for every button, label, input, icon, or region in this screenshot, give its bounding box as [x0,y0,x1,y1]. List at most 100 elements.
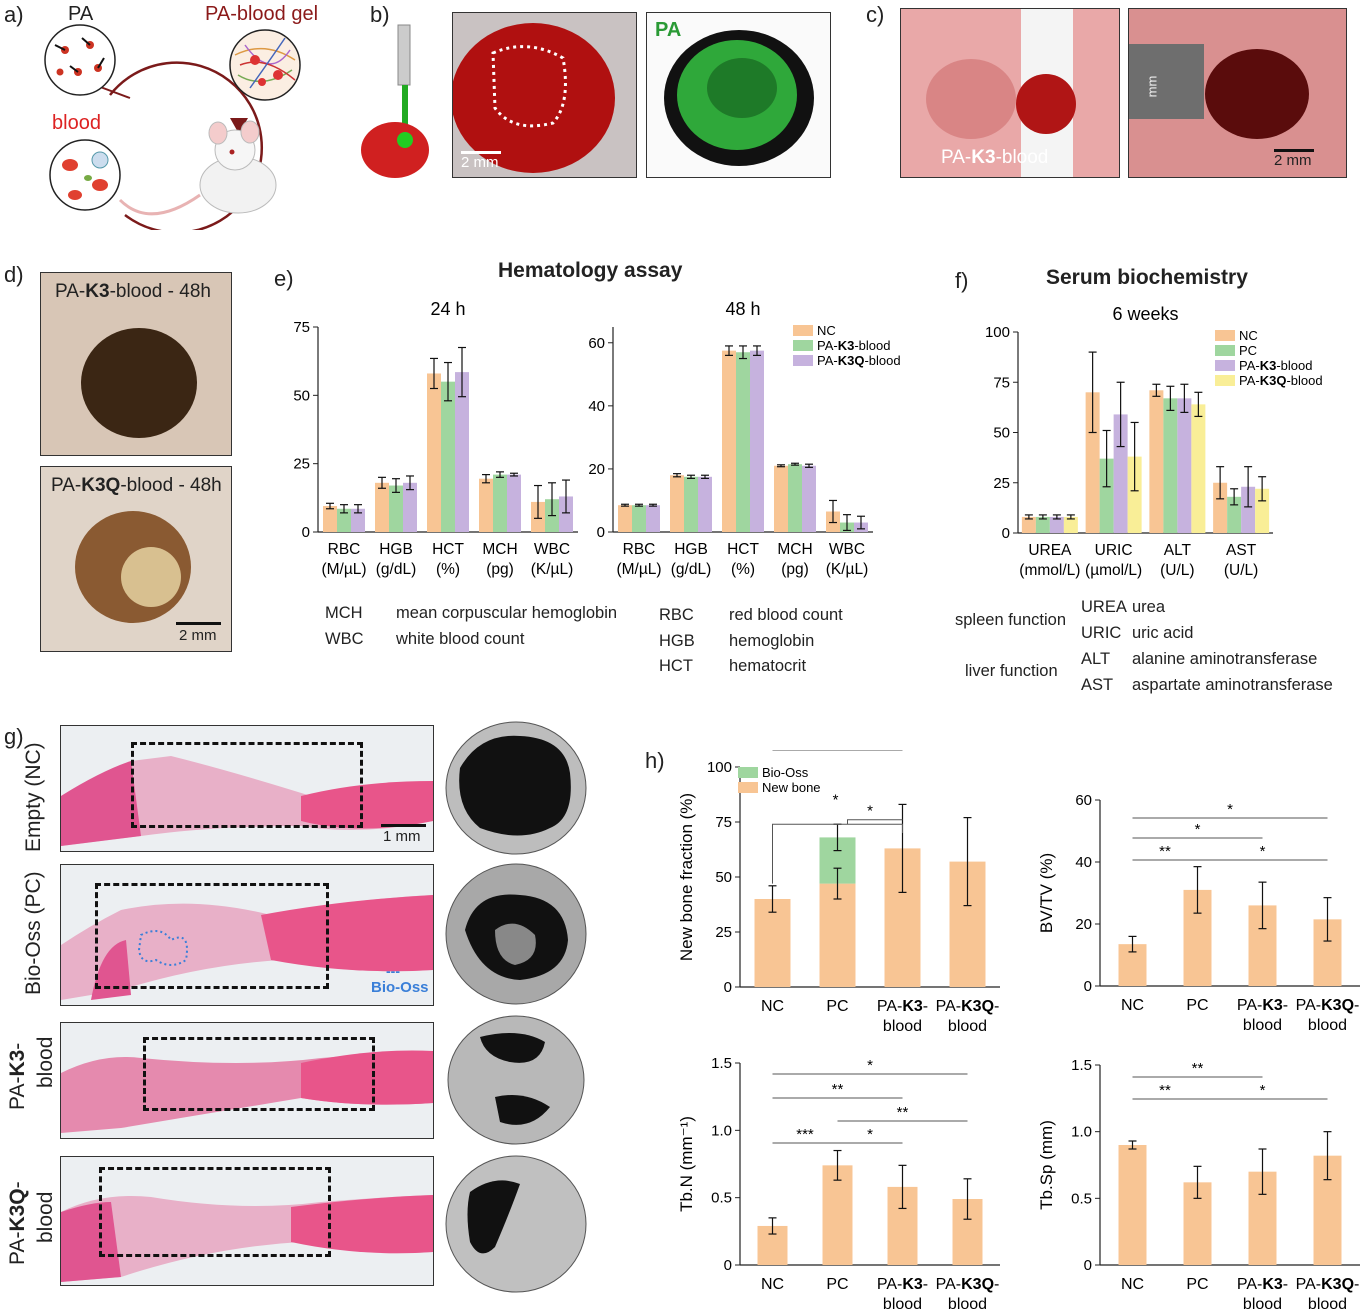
panel-label-b: b) [370,2,390,27]
x-tick-label: ALT [1164,542,1192,559]
x-tick-label: PA-K3- [877,998,928,1015]
bar [375,482,389,532]
ruler-unit: mm [1144,75,1160,98]
gloss-abbr-alt: ALT [1081,650,1111,668]
x-tick-label: blood [883,1018,922,1035]
chart-hematology-48h: 0 20 40 60 48 h RBC (M/µL) HGB (g/dL) HCT (%) MCH (p… [588,299,901,578]
panel-label-e: e) [274,266,294,291]
significance-label: * [867,1057,873,1074]
bar [646,505,660,532]
x-tick-label: PA-K3- [877,1276,928,1293]
legend-label: PA-K3Q-blood [1239,373,1323,388]
x-tick-label: HCT [727,541,759,558]
x-tick-label: blood [1308,1296,1347,1312]
histology-pa-k3q-blood [60,1156,434,1286]
legend-label: PA-K3Q-blood [817,353,901,368]
chart-new-bone-fraction: 0 25 50 75 100 New bone fraction (%) NC PC PA-K3… [677,750,1000,1035]
y-tick-label: 60 [588,335,605,352]
bar [1021,516,1036,533]
y-axis-label: New bone fraction (%) [677,793,696,961]
legend-label: PC [1239,343,1257,358]
y-tick-label: 0 [1002,525,1010,542]
bar [441,381,455,532]
y-tick-label: 20 [588,461,605,478]
chart-subtitle: 48 h [725,299,760,319]
legend-swatch [793,355,813,366]
x-tick-label: (M/µL) [616,561,661,578]
significance-label: ** [1159,1082,1171,1099]
x-tick-label: HGB [674,541,708,558]
microct-pa-k3-blood [440,1012,592,1148]
legend-label: PA-K3-blood [1239,358,1312,373]
bar [1035,516,1050,533]
x-tick-label: (g/dL) [671,561,712,578]
x-tick-label: blood [883,1296,922,1312]
bar [802,465,816,532]
chart-hematology-24h: 0 25 50 75 24 h RBC (M/µL) HGB (g/dL) HCT (%) MCH (p… [293,299,578,578]
y-tick-label: 0 [1084,1257,1092,1274]
gloss-abbr-rbc: RBC [659,606,694,624]
bar [1213,482,1228,533]
panel-label-h: h) [645,748,665,773]
bar [632,505,646,532]
x-tick-label: (K/µL) [531,561,574,578]
y-tick-label: 75 [293,319,310,336]
photo-defect-site: PA-K3-blood [900,8,1120,178]
significance-label: * [833,791,839,808]
photo-defect-ruler: mm 2 mm [1128,8,1347,178]
hematology-title: Hematology assay [498,259,683,282]
x-tick-label: NC [761,1276,784,1293]
bar-new-bone [754,899,791,987]
bar [389,485,403,532]
y-axis-label: Tb.N (mm⁻¹) [677,1116,696,1212]
bar [1118,1145,1147,1265]
panel-label-f: f) [955,268,969,293]
gloss-abbr-uric: URIC [1081,624,1122,642]
bar [1227,496,1242,533]
y-tick-label: 1.5 [711,1055,732,1072]
x-tick-label: WBC [534,541,570,558]
x-tick-label: (%) [731,561,755,578]
label-pa-k3-48h: PA-K3-blood - 48h [55,281,211,302]
significance-label: * [1227,801,1233,818]
photo-pa-fluorescence: PA [646,12,831,178]
microct-bio-oss-pc [440,860,592,1008]
bar [1149,390,1164,533]
histology-pa-k3-blood [60,1022,434,1139]
gloss-full-alt: alanine aminotransferase [1132,650,1318,668]
x-tick-label: blood [1243,1017,1282,1034]
significance-label: * [867,802,873,819]
bar [1241,486,1256,533]
legend-label: PA-K3-blood [817,338,890,353]
chart-subtitle: 24 h [430,299,465,319]
x-tick-label: PC [1186,1276,1208,1293]
microct-pa-k3q-blood [440,1152,592,1297]
x-tick-label: (U/L) [1160,562,1194,579]
bar [559,496,573,532]
schematic-illustration [44,24,301,234]
microct-empty-nc [440,718,592,858]
chart-tb-n: 0 0.5 1.0 1.5 Tb.N (mm⁻¹) NC PC PA-K3- blood PA-K… [677,1055,1000,1312]
x-tick-label: PA-K3Q- [936,998,1000,1015]
gloss-full-hgb: hemoglobin [729,632,815,650]
significance-line [772,823,903,884]
panel-label-d: d) [4,262,24,287]
row-label-empty-nc: Empty (NC) [22,742,45,852]
y-axis-label: Tb.Sp (mm) [1037,1120,1056,1210]
x-tick-label: (%) [436,561,460,578]
gloss-abbr-mch: MCH [325,604,363,622]
legend-swatch [738,782,758,793]
bar [1163,398,1178,533]
gloss-abbr-urea: UREA [1081,598,1127,616]
gloss-abbr-hct: HCT [659,657,693,675]
histology-empty-nc: 1 mm [60,725,434,852]
x-tick-label: PA-K3Q- [936,1276,1000,1293]
bar [1063,516,1078,533]
bar [323,506,337,532]
bar [1113,414,1128,533]
x-tick-label: (U/L) [1224,562,1258,579]
gloss-abbr-wbc: WBC [325,630,364,648]
photo-blood-drop: 2 mm [452,12,637,178]
bar [684,476,698,532]
arrow-label-pa-k3-blood: PA-K3-blood [941,147,1049,168]
